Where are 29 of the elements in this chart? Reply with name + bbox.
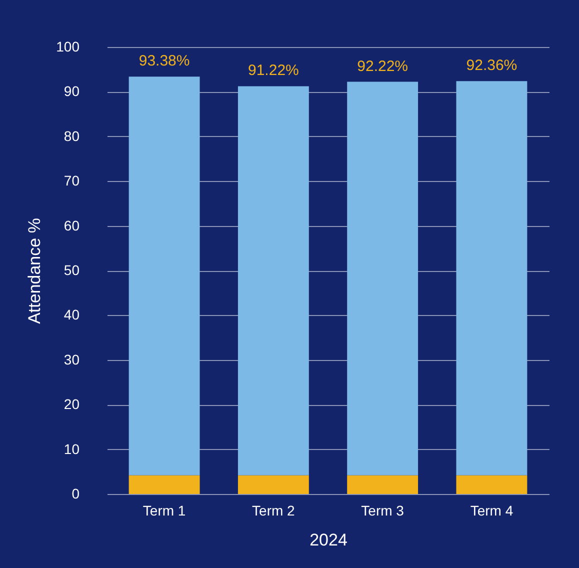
bar [456,475,528,494]
x-tick-label: Term 1 [142,502,186,518]
bar [456,81,528,476]
bar [347,475,418,494]
y-tick-label: 100 [56,38,80,54]
total-label: 92.22% [357,58,408,75]
y-tick-label: 20 [64,396,80,412]
bar [128,76,200,476]
y-tick-label: 60 [64,217,80,234]
y-tick-label: 0 [72,486,80,502]
y-tick-label: 70 [64,172,80,189]
x-axis-title: 2024 [310,530,348,550]
bar [238,475,309,494]
total-label: 91.22% [248,62,299,80]
y-axis-title: Attendance % [25,218,44,324]
bar [128,475,200,494]
x-tick-label: Term 4 [470,502,514,518]
x-tick-label: Term 3 [361,502,404,518]
y-tick-label: 10 [64,440,80,457]
y-tick-label: 90 [64,83,80,100]
y-tick-label: 30 [64,351,80,368]
y-tick-label: 40 [64,306,80,323]
x-tick-label: Term 2 [252,502,296,518]
bar [238,86,309,476]
y-tick-label: 80 [64,128,80,144]
bar [347,82,418,476]
y-tick-label: 50 [64,262,80,278]
total-label: 93.38% [138,52,190,70]
total-label: 92.36% [466,57,518,74]
